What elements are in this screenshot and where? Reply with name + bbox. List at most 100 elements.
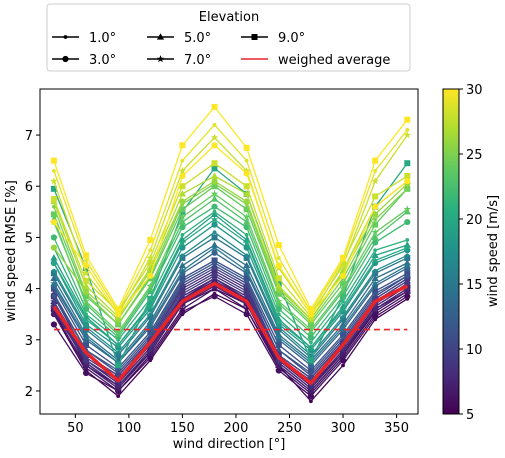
data-point xyxy=(83,341,90,348)
data-point xyxy=(178,238,187,246)
data-point xyxy=(340,280,347,287)
data-point xyxy=(146,346,154,354)
data-point xyxy=(114,341,122,349)
data-point xyxy=(371,279,379,287)
data-point xyxy=(243,294,251,302)
data-point xyxy=(50,289,58,297)
legend-entry: weighed average xyxy=(241,53,390,68)
data-point xyxy=(339,352,347,359)
series-line xyxy=(53,205,408,339)
series-line xyxy=(53,105,408,311)
series-line xyxy=(53,175,408,321)
data-point xyxy=(340,254,347,261)
series-line xyxy=(53,295,408,397)
data-point xyxy=(210,172,219,179)
plot-border xyxy=(39,88,419,415)
colorbar-tick-label: 30 xyxy=(466,83,483,98)
series-line xyxy=(53,210,408,344)
data-point xyxy=(210,264,219,272)
data-point xyxy=(50,244,58,251)
data-point xyxy=(82,262,90,269)
data-point xyxy=(405,186,410,191)
data-point xyxy=(339,323,347,331)
data-point xyxy=(115,352,122,359)
data-point xyxy=(148,296,153,301)
data-point xyxy=(82,369,90,377)
data-point xyxy=(243,285,250,292)
data-point xyxy=(179,285,186,292)
data-point xyxy=(82,305,90,313)
data-point xyxy=(371,251,379,258)
data-point xyxy=(180,279,185,283)
data-point xyxy=(114,371,122,379)
data-point xyxy=(243,238,251,246)
data-point xyxy=(403,274,411,282)
data-point xyxy=(307,306,314,313)
data-point xyxy=(403,205,411,213)
data-point xyxy=(372,211,379,218)
data-point xyxy=(307,311,315,318)
data-point xyxy=(82,288,90,295)
data-point xyxy=(371,305,379,313)
data-point xyxy=(307,374,315,382)
data-point xyxy=(82,297,90,305)
data-point xyxy=(210,190,219,198)
colorbar-tick-label: 25 xyxy=(466,148,483,163)
colorbar-tick-label: 15 xyxy=(466,278,483,293)
y-tick-label: 2 xyxy=(25,385,33,400)
data-point xyxy=(178,190,187,197)
data-point xyxy=(211,203,218,210)
data-point xyxy=(404,173,411,180)
data-point xyxy=(404,116,411,123)
series-line xyxy=(53,193,408,334)
data-point xyxy=(147,260,154,267)
legend-label: 5.0° xyxy=(184,31,211,46)
colorbar-gradient xyxy=(442,88,460,415)
legend-frame xyxy=(46,3,411,72)
data-point xyxy=(116,322,121,327)
data-point xyxy=(403,284,411,292)
data-point xyxy=(50,279,58,287)
data-point xyxy=(50,177,58,185)
series-point-21 xyxy=(52,209,410,345)
data-point xyxy=(82,300,90,307)
data-point xyxy=(146,320,154,328)
legend-entry: 5.0° xyxy=(147,31,211,46)
data-point xyxy=(210,243,219,251)
x-tick-label: 300 xyxy=(331,421,356,436)
data-point xyxy=(243,213,251,221)
data-point xyxy=(275,290,282,297)
data-point xyxy=(178,266,187,274)
y-tick-label: 4 xyxy=(25,283,33,298)
y-tick-label: 3 xyxy=(25,334,33,349)
data-point xyxy=(371,233,379,241)
data-point xyxy=(50,157,57,164)
data-point xyxy=(212,122,217,127)
legend-entries: 1.0° 3.0° 5.0° 7.0° 9.0° weighed average xyxy=(52,31,390,68)
data-point xyxy=(82,282,90,289)
x-axis-ticks: 50 100 150 200 250 300 350 xyxy=(67,414,409,436)
data-point xyxy=(180,232,185,237)
data-point xyxy=(307,384,315,392)
data-point xyxy=(403,243,411,251)
legend-label: 3.0° xyxy=(89,53,116,68)
data-point xyxy=(371,274,379,281)
data-point xyxy=(211,103,218,110)
data-point xyxy=(403,131,411,139)
data-point xyxy=(244,232,249,237)
data-point xyxy=(373,268,378,273)
series-line xyxy=(53,123,408,313)
data-point xyxy=(276,255,281,260)
data-point xyxy=(82,321,90,328)
data-point xyxy=(309,353,313,358)
data-point xyxy=(210,215,219,223)
legend-marker xyxy=(251,34,258,40)
data-point xyxy=(309,340,313,345)
data-point xyxy=(84,312,88,317)
data-point xyxy=(179,275,186,282)
data-point xyxy=(147,313,154,320)
data-point xyxy=(372,221,379,228)
data-point xyxy=(339,293,347,300)
data-point xyxy=(243,170,250,177)
data-point xyxy=(341,335,345,340)
